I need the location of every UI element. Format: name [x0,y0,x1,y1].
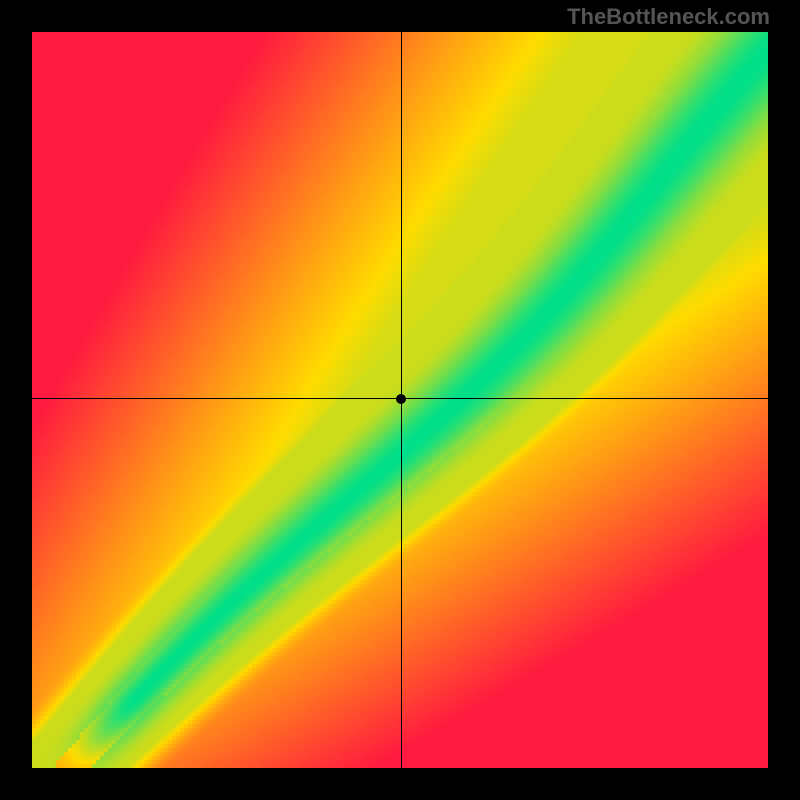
data-point-marker [396,394,406,404]
watermark-text: TheBottleneck.com [567,4,770,30]
chart-container: TheBottleneck.com [0,0,800,800]
